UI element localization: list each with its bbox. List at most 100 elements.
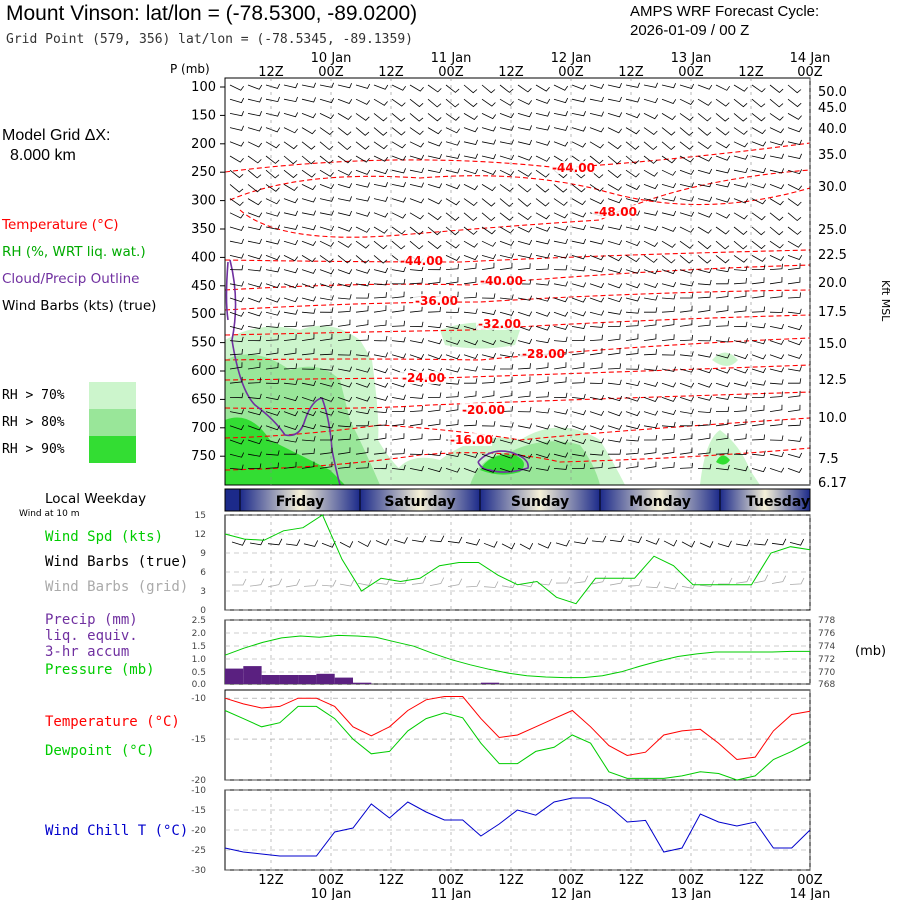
bottom-time-label: 00Z	[318, 873, 344, 888]
wind-barb	[391, 305, 405, 313]
wind-barb	[589, 450, 604, 456]
bottom-time-label: 12Z	[738, 873, 764, 888]
wind-barb	[229, 111, 244, 117]
wind-barb	[661, 169, 677, 176]
wind-barb	[229, 253, 244, 259]
wind-barb	[445, 404, 459, 412]
wind-barb	[715, 353, 731, 359]
pressure-tick-label: 776	[818, 629, 835, 639]
temperature-contour-label: -44.00	[400, 254, 443, 268]
wind-barb	[697, 352, 712, 358]
wind-barb	[517, 391, 531, 398]
wind-barb	[427, 434, 441, 441]
wind-barb	[535, 453, 551, 459]
wind-barb	[373, 320, 387, 327]
windchill-line	[224, 797, 811, 857]
wind-barb	[373, 196, 388, 202]
cycle-line-1: AMPS WRF Forecast Cycle:	[630, 3, 820, 20]
wind-barb	[625, 283, 641, 289]
wind-barb	[337, 294, 352, 300]
wind-barb	[517, 125, 532, 131]
wind-barb	[769, 198, 784, 206]
wind-barb	[283, 268, 299, 274]
wind-barb	[229, 264, 244, 271]
wind-barb	[697, 141, 712, 150]
wind-barb	[481, 453, 497, 459]
wind-barb	[751, 380, 766, 386]
wind-barb	[265, 322, 280, 328]
wind-barb	[697, 382, 713, 388]
wind-barb	[337, 255, 352, 264]
wind-barb	[283, 83, 298, 89]
wind-barb	[751, 450, 766, 457]
wind-barb	[247, 282, 263, 288]
wind-barb	[391, 419, 405, 427]
wind-barb	[301, 308, 316, 314]
wind-barb	[517, 184, 532, 193]
wind-barb	[517, 253, 532, 259]
wind-barb	[751, 127, 766, 135]
wind-barb	[247, 410, 263, 416]
wind-barb	[319, 240, 335, 248]
wind-barb	[715, 182, 730, 188]
wind-barb	[301, 396, 317, 402]
wind-barb	[607, 255, 623, 262]
wind-barb	[769, 184, 785, 190]
wind-barb	[373, 352, 388, 358]
wind-barb	[553, 392, 568, 399]
wind-barb	[589, 111, 604, 117]
wind-barb	[445, 367, 461, 373]
wind-barb	[247, 348, 261, 356]
wind-barb	[787, 308, 802, 315]
wind-barb	[733, 305, 747, 313]
wind-barb	[409, 265, 424, 272]
grid-wind-barb	[537, 578, 553, 586]
wind-barb	[463, 263, 477, 270]
wind-barb	[679, 113, 694, 121]
top-date-label: 14 Jan	[790, 51, 831, 66]
wind-barb	[283, 112, 299, 118]
wind-barb	[409, 226, 424, 236]
wind-barb	[751, 141, 767, 147]
wind-barb	[715, 320, 729, 327]
wind-barb	[463, 390, 477, 398]
wind-barb	[391, 320, 405, 327]
wind-barb	[751, 306, 765, 313]
surface-wind-barb	[429, 535, 445, 543]
wind-barb	[715, 212, 731, 219]
wind-barb	[517, 311, 533, 317]
wind-barb	[733, 127, 748, 135]
wind-barb	[535, 125, 550, 131]
wind-barb	[481, 226, 496, 235]
wind-barb	[337, 350, 352, 356]
wind-barb	[643, 155, 658, 164]
wind-barb	[697, 84, 713, 90]
wind-barb	[697, 320, 711, 327]
wind-barb	[427, 450, 442, 457]
wind-barb	[643, 381, 659, 387]
surface-wind-barb	[303, 540, 319, 547]
wind-barb	[373, 279, 388, 286]
wind-barb	[535, 311, 551, 317]
wind-barb	[679, 281, 694, 287]
wind-barb	[409, 212, 424, 220]
wind-barb	[283, 169, 298, 179]
wind-barb	[247, 311, 263, 317]
wind-barb	[517, 212, 532, 221]
temperature-contour-label: -44.00	[552, 161, 595, 175]
wind-barb	[373, 292, 387, 299]
wind-barb	[427, 153, 442, 160]
wind-barb	[571, 323, 586, 329]
wind-barb	[553, 184, 568, 193]
wind-barb	[589, 198, 605, 205]
wind-barb	[571, 377, 585, 384]
wind-barb	[355, 141, 370, 150]
wind-barb	[517, 98, 533, 105]
contour-label-bg	[448, 433, 492, 446]
wind-barb	[229, 311, 245, 317]
wind-barb	[427, 466, 443, 473]
temperature-contour-label: -36.00	[415, 294, 458, 308]
wind-barb	[535, 296, 551, 302]
precip-panel-tick-label: 2.5	[192, 616, 206, 626]
wind-barb	[571, 362, 585, 370]
